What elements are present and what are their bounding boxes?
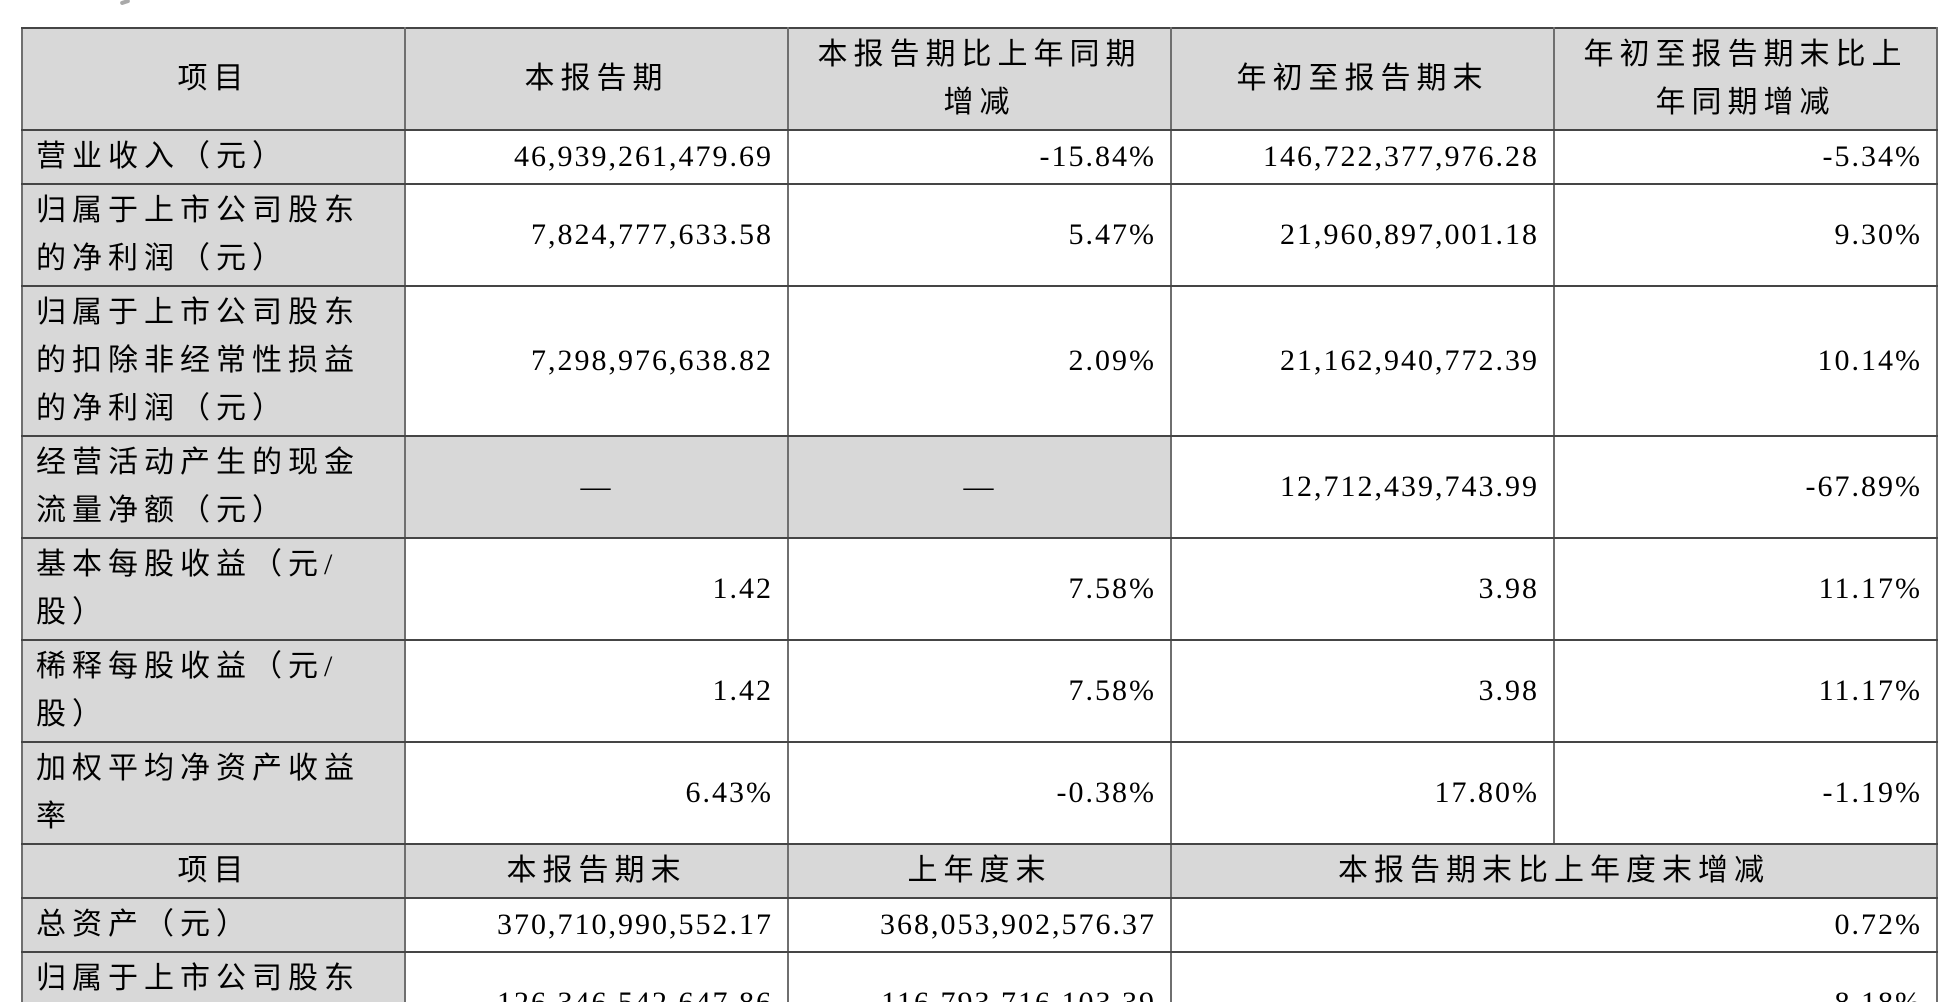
value-ytd-yoy: 11.17% (1553, 639, 1938, 743)
value-ytd: 21,162,940,772.39 (1170, 285, 1555, 437)
item-label: 归属于上市公司股东的所有者权益（元） (21, 951, 406, 1002)
value-current: 1.42 (404, 639, 789, 743)
value-yoy: 2.09% (787, 285, 1172, 437)
column-header-item: 项目 (21, 27, 406, 131)
value-ytd: 17.80% (1170, 741, 1555, 845)
column-header-period-end: 本报告期末 (404, 843, 789, 899)
value-yoy: 7.58% (787, 537, 1172, 641)
value-current: 46,939,261,479.69 (404, 129, 789, 185)
item-label: 稀释每股收益（元/股） (21, 639, 406, 743)
item-label: 加权平均净资产收益率 (21, 741, 406, 845)
value-ytd-yoy: 9.30% (1553, 183, 1938, 287)
value-current: 1.42 (404, 537, 789, 641)
value-current: 7,298,976,638.82 (404, 285, 789, 437)
value-ytd: 21,960,897,001.18 (1170, 183, 1555, 287)
value-ytd-yoy: -67.89% (1553, 435, 1938, 539)
item-label: 基本每股收益（元/股） (21, 537, 406, 641)
value-yoy: -15.84% (787, 129, 1172, 185)
table-row-diluted-eps: 稀释每股收益（元/股） 1.42 7.58% 3.98 11.17% (21, 639, 1938, 743)
item-label: 经营活动产生的现金流量净额（元） (21, 435, 406, 539)
value-yoy: 5.47% (787, 183, 1172, 287)
value-current-dash: — (404, 435, 789, 539)
table-row-operating-cash-flow: 经营活动产生的现金流量净额（元） — — 12,712,439,743.99 -… (21, 435, 1938, 539)
table-row-basic-eps: 基本每股收益（元/股） 1.42 7.58% 3.98 11.17% (21, 537, 1938, 641)
table-row-total-assets: 总资产（元） 370,710,990,552.17 368,053,902,57… (21, 897, 1938, 953)
key-financial-indicators-table: 项目 本报告期 本报告期比上年同期增减 年初至报告期末 年初至报告期末比上年同期… (21, 27, 1938, 1002)
value-ytd: 3.98 (1170, 639, 1555, 743)
value-yoy: 7.58% (787, 639, 1172, 743)
table-row-operating-revenue: 营业收入（元） 46,939,261,479.69 -15.84% 146,72… (21, 129, 1938, 185)
item-label: 归属于上市公司股东的扣除非经常性损益的净利润（元） (21, 285, 406, 437)
column-header-prev-year-end: 上年度末 (787, 843, 1172, 899)
header-row-period: 项目 本报告期 本报告期比上年同期增减 年初至报告期末 年初至报告期末比上年同期… (21, 27, 1938, 131)
value-change: 8.18% (1170, 951, 1938, 1002)
value-period-end: 370,710,990,552.17 (404, 897, 789, 953)
column-header-item-2: 项目 (21, 843, 406, 899)
stray-ink-mark (119, 0, 131, 6)
column-header-ytd-yoy-change: 年初至报告期末比上年同期增减 (1553, 27, 1938, 131)
value-ytd-yoy: 11.17% (1553, 537, 1938, 641)
column-header-current-period: 本报告期 (404, 27, 789, 131)
value-yoy-dash: — (787, 435, 1172, 539)
item-label: 营业收入（元） (21, 129, 406, 185)
value-ytd-yoy: 10.14% (1553, 285, 1938, 437)
value-ytd-yoy: -1.19% (1553, 741, 1938, 845)
value-period-end: 126,346,542,647.86 (404, 951, 789, 1002)
value-yoy: -0.38% (787, 741, 1172, 845)
value-ytd: 12,712,439,743.99 (1170, 435, 1555, 539)
column-header-ytd: 年初至报告期末 (1170, 27, 1555, 131)
value-ytd: 146,722,377,976.28 (1170, 129, 1555, 185)
table-row-owners-equity: 归属于上市公司股东的所有者权益（元） 126,346,542,647.86 11… (21, 951, 1938, 1002)
header-row-period-end: 项目 本报告期末 上年度末 本报告期末比上年度末增减 (21, 843, 1938, 899)
value-current: 6.43% (404, 741, 789, 845)
table-row-net-profit: 归属于上市公司股东的净利润（元） 7,824,777,633.58 5.47% … (21, 183, 1938, 287)
value-ytd-yoy: -5.34% (1553, 129, 1938, 185)
value-change: 0.72% (1170, 897, 1938, 953)
table-row-net-profit-excl-nonrecurring: 归属于上市公司股东的扣除非经常性损益的净利润（元） 7,298,976,638.… (21, 285, 1938, 437)
item-label: 归属于上市公司股东的净利润（元） (21, 183, 406, 287)
table-row-weighted-avg-roe: 加权平均净资产收益率 6.43% -0.38% 17.80% -1.19% (21, 741, 1938, 845)
column-header-change-vs-prev-year-end: 本报告期末比上年度末增减 (1170, 843, 1938, 899)
column-header-yoy-change: 本报告期比上年同期增减 (787, 27, 1172, 131)
value-prev-year-end: 368,053,902,576.37 (787, 897, 1172, 953)
value-ytd: 3.98 (1170, 537, 1555, 641)
value-current: 7,824,777,633.58 (404, 183, 789, 287)
item-label: 总资产（元） (21, 897, 406, 953)
value-prev-year-end: 116,793,716,103.39 (787, 951, 1172, 1002)
